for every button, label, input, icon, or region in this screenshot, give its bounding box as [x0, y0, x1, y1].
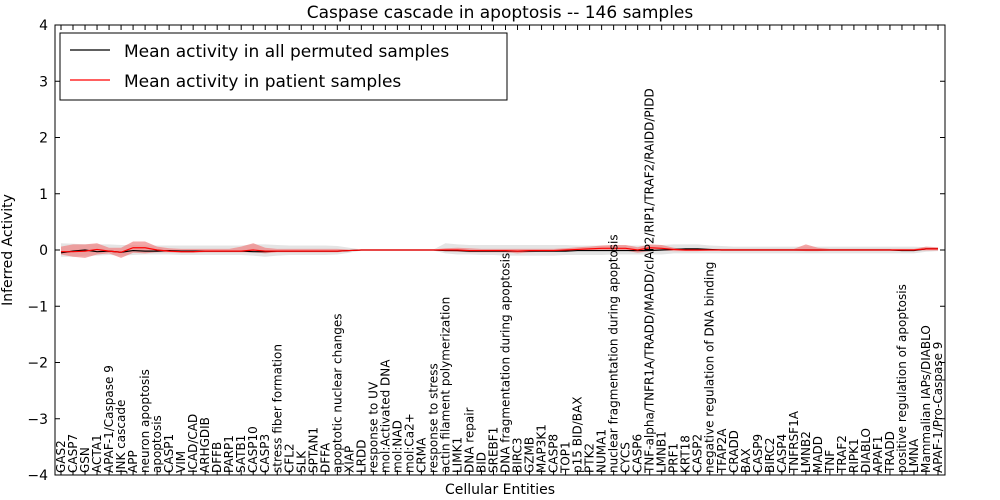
x-tick-label: APAF1: [871, 436, 885, 473]
x-tick-label: ARHGDIB: [198, 417, 212, 473]
x-tick-label: LMNB1: [655, 431, 669, 473]
y-tick-label: 3: [39, 74, 48, 90]
x-tick-label: TRADD: [883, 431, 897, 474]
x-tick-label: APAF-1/Caspase 9: [102, 365, 116, 473]
x-tick-label: MADD: [811, 436, 825, 473]
x-tick-label: ACTA1: [90, 434, 104, 473]
x-tick-label: CRMA: [414, 437, 428, 473]
x-tick-label: response to UV: [366, 381, 380, 473]
x-tick-label: TNFRSF1A: [787, 410, 801, 474]
x-tick-label: APP: [126, 450, 140, 473]
x-tick-label: DNA fragmentation during apoptosis: [499, 253, 513, 473]
x-tick-label: ICAD/CAD: [186, 414, 200, 473]
x-tick-label: CASP10: [246, 426, 260, 473]
y-tick-label: −3: [27, 412, 48, 428]
x-tick-label: p15 BID/BAX: [571, 397, 585, 473]
x-tick-label: response to stress: [426, 363, 440, 473]
x-tick-label: PARP1: [222, 435, 236, 473]
x-tick-label: TNF: [823, 450, 837, 474]
x-tick-label: actin filament polymerization: [438, 297, 452, 473]
x-tick-label: CASP7: [66, 434, 80, 473]
chart-title: Caspase cascade in apoptosis -- 146 samp…: [307, 3, 694, 23]
legend: Mean activity in all permuted samples Me…: [59, 32, 508, 101]
x-tick-label: nuclear fragmentation during apoptosis: [607, 234, 621, 473]
band-series-1: [61, 241, 938, 258]
x-tick-label: VIM: [174, 451, 188, 473]
x-tick-label: CASP4: [775, 434, 789, 473]
y-tick-label: 2: [39, 131, 48, 147]
x-tick-label: MAP3K1: [535, 424, 549, 473]
x-tick-label: NUMA1: [595, 429, 609, 473]
x-tick-label: TOP1: [559, 441, 573, 474]
x-tick-label: LMNA: [907, 438, 921, 473]
x-tick-label: BID: [474, 452, 488, 473]
x-tick-label: CFL2: [282, 443, 296, 473]
y-tick-label: 4: [39, 18, 48, 34]
x-tick-label: PRF1: [667, 443, 681, 473]
x-tick-label: LIMK1: [450, 437, 464, 473]
x-tick-label: CASP6: [631, 434, 645, 473]
x-tick-label: GZMB: [523, 437, 537, 473]
x-tick-label: CASP2: [691, 434, 705, 473]
x-tick-label: LMNB2: [799, 431, 813, 473]
x-tick-label: CRADD: [727, 430, 741, 473]
y-tick-label: 0: [39, 243, 48, 259]
x-tick-label: DNA repair: [462, 407, 476, 473]
x-tick-label: DIABLO: [859, 428, 873, 473]
plot-frame: [54, 24, 946, 476]
x-tick-label: mol:Ca2+: [402, 413, 416, 473]
x-tick-label: PTK2: [583, 443, 597, 473]
y-tick-label: 1: [39, 187, 48, 203]
x-tick-label: mol:NAD: [390, 420, 404, 473]
y-tick-label: −4: [27, 468, 48, 484]
x-tick-label: RIPK1: [847, 438, 861, 473]
x-tick-label: GSN: [78, 447, 92, 473]
x-tick-label: TFAP2A: [715, 428, 729, 474]
x-tick-label: XIAP: [342, 446, 356, 473]
y-tick-label: −1: [27, 299, 48, 315]
legend-box: [59, 32, 508, 101]
y-tick-label: −2: [27, 356, 48, 372]
x-tick-label: Mammalian IAPs/DIABLO: [919, 325, 933, 473]
x-tick-label: BAX: [739, 448, 753, 473]
series-lines: [60, 247, 938, 254]
x-tick-label: stress fiber formation: [270, 344, 284, 473]
x-axis-label: Cellular Entities: [445, 482, 555, 498]
x-tick-label: SATB1: [234, 435, 248, 473]
y-axis-label: Inferred Activity: [0, 194, 16, 306]
x-tick-label: SPTAN1: [306, 427, 320, 473]
x-tick-label: JNK cascade: [114, 400, 128, 474]
x-tick-label: neuron apoptosis: [138, 369, 152, 473]
x-tick-label: CYCS: [619, 442, 633, 473]
x-tick-label: DFFA: [318, 442, 332, 473]
x-tick-label: CASP9: [751, 434, 765, 473]
x-tick-label: BIRC2: [763, 437, 777, 473]
x-tick-label: KRT18: [679, 435, 693, 473]
x-tick-label: apoptosis: [150, 415, 164, 473]
line-series-1: [61, 247, 938, 253]
x-tick-label: SREBF1: [486, 427, 500, 473]
x-tick-label: positive regulation of apoptosis: [895, 284, 909, 473]
x-tick-label: TRAF2: [835, 435, 849, 474]
x-tick-label: LRDD: [354, 439, 368, 473]
y-axis-ticks: −4 −3 −2 −1 0 1 2 3 4: [27, 18, 945, 484]
x-tick-label: TNF-alpha/TNFR1A/TRADD/MADD/cIAP2/RIP1/T…: [643, 88, 657, 474]
x-tick-label: CASP8: [547, 434, 561, 473]
legend-label-patient: Mean activity in patient samples: [124, 72, 401, 92]
x-tick-label: GAS2: [54, 440, 68, 473]
x-tick-label: negative regulation of DNA binding: [703, 262, 717, 473]
x-tick-label: DFFB: [210, 442, 224, 473]
x-tick-label: CASP3: [258, 434, 272, 473]
x-tick-label: CASP1: [162, 434, 176, 473]
x-tick-label: SLK: [294, 450, 308, 473]
x-tick-label: mol:Activated DNA: [378, 359, 392, 473]
x-tick-label: BIRC3: [511, 437, 525, 473]
x-tick-label: apoptotic nuclear changes: [330, 314, 344, 473]
x-tick-label: APAF-1/Pro-Caspase 9: [931, 342, 945, 473]
legend-label-permuted: Mean activity in all permuted samples: [124, 42, 449, 62]
